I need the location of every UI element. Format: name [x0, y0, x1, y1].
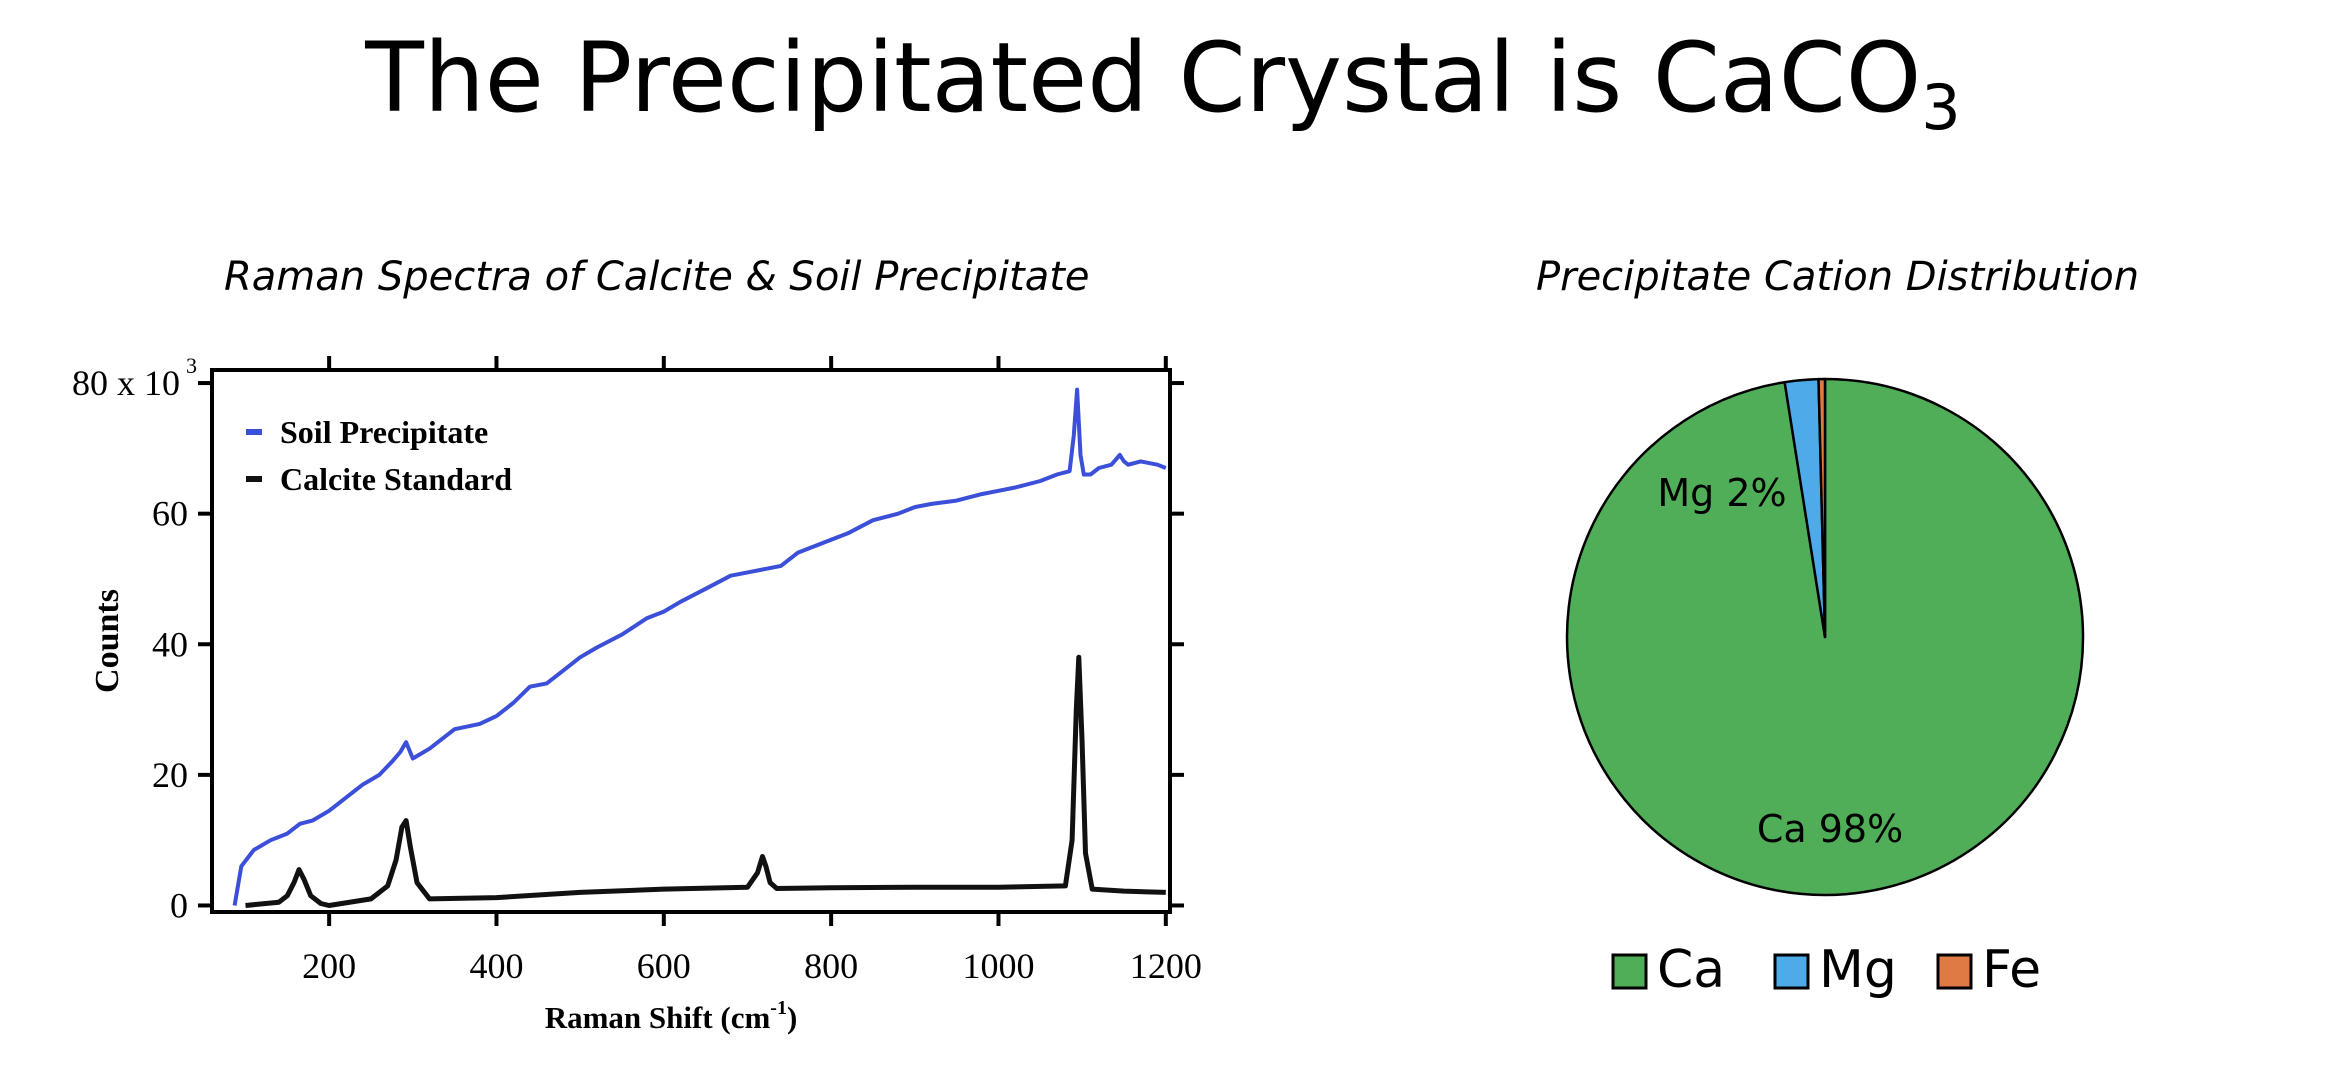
raman-spectra-chart: 200 400 600 800 1000 1200 0 20 40 60 80 x 10 3 Raman…: [72, 353, 1202, 1035]
page-title: The Precipitated Crystal is CaCO3: [0, 22, 2326, 139]
x-tick-label: 1200: [1130, 946, 1202, 986]
series-line-soil-precipitate: [232, 387, 1167, 906]
pie-data-label-ca: Ca 98%: [1757, 807, 1903, 851]
legend-label-mg: Mg: [1819, 940, 1897, 1000]
x-tick-label: 800: [804, 946, 858, 986]
title-subscript: 3: [1921, 71, 1961, 144]
y-tick-label: 60: [152, 494, 188, 534]
legend-label-fe: Fe: [1982, 940, 2041, 1000]
y-tick-label: 20: [152, 755, 188, 795]
y-axis-label: Counts: [89, 589, 126, 693]
x-axis-label: Raman Shift (cm-1): [545, 997, 798, 1035]
legend-swatch-ca: [1611, 953, 1648, 990]
y-tick-label: 80 x 10: [72, 363, 180, 403]
x-tick-label: 600: [637, 946, 691, 986]
plot-frame: [210, 368, 1172, 914]
legend-label: Soil Precipitate: [280, 414, 488, 450]
legend-label: Calcite Standard: [280, 461, 512, 497]
raman-chart-title: Raman Spectra of Calcite & Soil Precipit…: [224, 254, 1090, 300]
pie-data-label-mg: Mg 2%: [1657, 471, 1786, 515]
x-tick-label: 400: [469, 946, 523, 986]
series-line-calcite-standard: [245, 654, 1166, 908]
legend-swatch-mg: [1773, 953, 1810, 990]
x-tick-label: 1000: [962, 946, 1034, 986]
pie-slice-fe: [1817, 377, 1827, 639]
title-main: The Precipitated Crystal is CaCO: [365, 22, 1922, 134]
legend-swatch-fe: [1936, 953, 1973, 990]
y-tick-exponent: 3: [186, 353, 197, 378]
x-tick-label: 200: [302, 946, 356, 986]
legend-label-ca: Ca: [1657, 940, 1725, 1000]
y-tick-label: 40: [152, 624, 188, 664]
y-tick-label: 0: [170, 885, 188, 925]
pie-chart-title: Precipitate Cation Distribution: [1536, 254, 2140, 300]
